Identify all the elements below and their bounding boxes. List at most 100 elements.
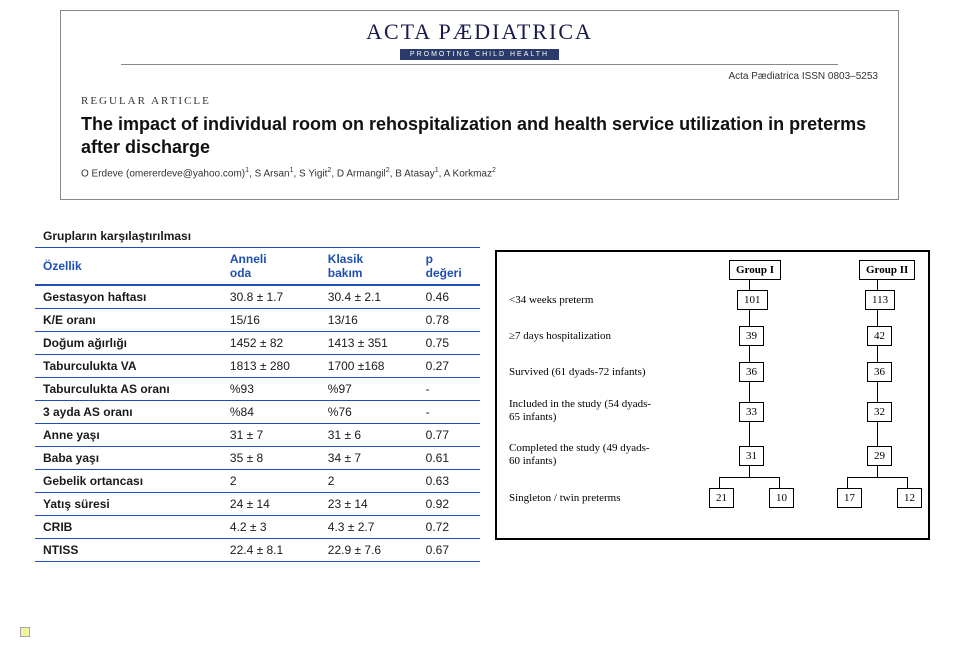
table-cell: 23 ± 14 (320, 493, 418, 516)
table-row: Doğum ağırlığı1452 ± 821413 ± 3510.75 (35, 332, 480, 355)
table-cell: 0.75 (418, 332, 480, 355)
table-cell: 0.92 (418, 493, 480, 516)
table-cell: 0.63 (418, 470, 480, 493)
table-cell: 22.9 ± 7.6 (320, 539, 418, 562)
article-authors: O Erdeve (omererdeve@yahoo.com)1, S Arsa… (81, 167, 496, 179)
flow-g2-3: 32 (867, 402, 892, 422)
journal-logo: ACTA PÆDIATRICA PROMOTING CHILD HEALTH (61, 19, 898, 65)
flow-g1-6: 10 (769, 488, 794, 508)
th-pvalue: p değeri (418, 248, 480, 286)
table-cell: - (418, 401, 480, 424)
table-cell: %84 (222, 401, 320, 424)
author-2: , S Arsan (249, 168, 290, 179)
flow-g1-1: 39 (739, 326, 764, 346)
flow-label-4: Completed the study (49 dyads-60 infants… (509, 442, 659, 467)
journal-issn: Acta Pædiatrica ISSN 0803–5253 (728, 71, 878, 82)
line (779, 477, 780, 488)
table-cell: 4.3 ± 2.7 (320, 516, 418, 539)
table-cell: Gebelik ortancası (35, 470, 222, 493)
flow-g1-3: 33 (739, 402, 764, 422)
line (719, 477, 779, 478)
table-cell: 4.2 ± 3 (222, 516, 320, 539)
table-row: Anne yaşı31 ± 731 ± 60.77 (35, 424, 480, 447)
journal-logo-subtitle: PROMOTING CHILD HEALTH (400, 49, 559, 60)
table-row: CRIB4.2 ± 34.3 ± 2.70.72 (35, 516, 480, 539)
table-row: K/E oranı15/1613/160.78 (35, 309, 480, 332)
flow-g1-4: 31 (739, 446, 764, 466)
flow-group1-header: Group I (729, 260, 781, 280)
author-6: , A Korkmaz (439, 168, 492, 179)
table-cell: 35 ± 8 (222, 447, 320, 470)
table-cell: 13/16 (320, 309, 418, 332)
flow-g2-6: 12 (897, 488, 922, 508)
flow-g2-1: 42 (867, 326, 892, 346)
journal-header: ACTA PÆDIATRICA PROMOTING CHILD HEALTH A… (60, 10, 899, 200)
table-cell: Anne yaşı (35, 424, 222, 447)
table-cell: 0.72 (418, 516, 480, 539)
table-cell: Yatış süresi (35, 493, 222, 516)
flow-g1-5: 21 (709, 488, 734, 508)
table-row: Yatış süresi24 ± 1423 ± 140.92 (35, 493, 480, 516)
table-cell: 1413 ± 351 (320, 332, 418, 355)
table-row: Gebelik ortancası220.63 (35, 470, 480, 493)
table-cell: 0.78 (418, 309, 480, 332)
table-cell: 1452 ± 82 (222, 332, 320, 355)
th-group2: Klasikbakım (320, 248, 418, 286)
table-cell: 0.67 (418, 539, 480, 562)
author-3: , S Yigit (294, 168, 328, 179)
table-row: Taburculukta VA1813 ± 2801700 ±1680.27 (35, 355, 480, 378)
table-cell: %97 (320, 378, 418, 401)
table-row: NTISS22.4 ± 8.122.9 ± 7.60.67 (35, 539, 480, 562)
table-cell: - (418, 378, 480, 401)
table-cell: Baba yaşı (35, 447, 222, 470)
line (877, 309, 878, 326)
table-cell: 1700 ±168 (320, 355, 418, 378)
author-1: O Erdeve (omererdeve@yahoo.com) (81, 168, 245, 179)
table-cell: Taburculukta VA (35, 355, 222, 378)
line (719, 477, 720, 488)
line (749, 465, 750, 477)
line (907, 477, 908, 488)
flow-g2-4: 29 (867, 446, 892, 466)
flow-diagram: Group I Group II <34 weeks preterm ≥7 da… (495, 250, 930, 540)
flow-group2-header: Group II (859, 260, 915, 280)
table-row: 3 ayda AS oranı%84%76- (35, 401, 480, 424)
table-cell: K/E oranı (35, 309, 222, 332)
article-section: REGULAR ARTICLE (81, 95, 211, 107)
table-cell: 0.77 (418, 424, 480, 447)
table-row: Baba yaşı35 ± 834 ± 70.61 (35, 447, 480, 470)
table-cell: 0.61 (418, 447, 480, 470)
table-header-row: Özellik Annelioda Klasikbakım p değeri (35, 248, 480, 286)
line (877, 421, 878, 446)
table-cell: Doğum ağırlığı (35, 332, 222, 355)
comparison-caption: Grupların karşılaştırılması (35, 225, 480, 248)
line (847, 477, 907, 478)
flow-label-2: Survived (61 dyads-72 infants) (509, 366, 646, 379)
author-4: , D Armangil (331, 168, 385, 179)
table-cell: 24 ± 14 (222, 493, 320, 516)
table-cell: NTISS (35, 539, 222, 562)
line (877, 345, 878, 362)
table-cell: CRIB (35, 516, 222, 539)
line (877, 381, 878, 402)
table-cell: 3 ayda AS oranı (35, 401, 222, 424)
table-cell: %93 (222, 378, 320, 401)
article-title: The impact of individual room on rehospi… (81, 113, 878, 160)
table-cell: Taburculukta AS oranı (35, 378, 222, 401)
table-cell: 22.4 ± 8.1 (222, 539, 320, 562)
table-cell: 0.27 (418, 355, 480, 378)
flow-g2-0: 113 (865, 290, 895, 310)
journal-logo-title: ACTA PÆDIATRICA (61, 19, 898, 45)
line (749, 345, 750, 362)
journal-divider (121, 64, 838, 65)
table-cell: 31 ± 7 (222, 424, 320, 447)
author-5: , B Atasay (390, 168, 435, 179)
table-cell: 30.4 ± 2.1 (320, 285, 418, 309)
table-cell: 31 ± 6 (320, 424, 418, 447)
table-cell: 2 (320, 470, 418, 493)
line (749, 309, 750, 326)
slide-bullet-icon (20, 627, 30, 637)
table-cell: 1813 ± 280 (222, 355, 320, 378)
table-cell: 2 (222, 470, 320, 493)
table-cell: 34 ± 7 (320, 447, 418, 470)
